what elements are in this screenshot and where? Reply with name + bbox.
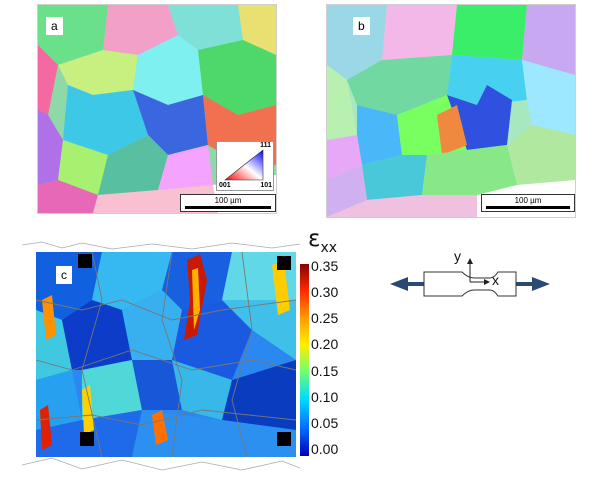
scale-bar-a-label: 100 µm bbox=[214, 196, 242, 205]
ipf-key-101: 101 bbox=[260, 182, 272, 189]
ipf-map-a-image bbox=[38, 5, 276, 213]
colorbar-tick: 0.35 bbox=[311, 258, 339, 274]
ipf-color-key: 111 001 101 bbox=[216, 141, 274, 191]
scale-bar-b: 100 µm bbox=[481, 194, 575, 212]
scale-bar-b-label: 100 µm bbox=[514, 196, 542, 205]
colorbar-title-subscript: xx bbox=[320, 240, 338, 256]
scale-bar-a-line bbox=[185, 206, 271, 209]
colorbar-tick: 0.00 bbox=[311, 441, 339, 457]
scale-bar-a: 100 µm bbox=[180, 194, 276, 212]
panel-a-label: a bbox=[46, 17, 63, 35]
colorbar-tick: 0.20 bbox=[311, 336, 339, 352]
colorbar-tick: 0.30 bbox=[311, 284, 339, 300]
ipf-triangle-icon bbox=[224, 149, 264, 181]
left-arrow-icon bbox=[390, 277, 408, 291]
colorbar-tick: 0.10 bbox=[311, 389, 339, 405]
panel-c-label: c bbox=[56, 266, 72, 284]
colorbar-tick: 0.25 bbox=[311, 310, 339, 326]
colorbar-tick: 0.05 bbox=[311, 415, 339, 431]
panel-b-ipf-map: b 100 µm bbox=[326, 4, 576, 218]
panel-c-strain-map: c bbox=[22, 240, 300, 475]
ipf-map-b-image bbox=[327, 5, 575, 217]
panel-a-ipf-map: a 111 001 101 100 µm bbox=[37, 4, 277, 214]
panel-b-label: b bbox=[353, 17, 370, 35]
colorbar bbox=[300, 264, 309, 456]
ipf-key-001: 001 bbox=[219, 182, 231, 189]
tensile-specimen-diagram bbox=[390, 258, 550, 297]
ipf-key-111: 111 bbox=[260, 142, 271, 149]
x-axis-label: x bbox=[492, 272, 499, 288]
colorbar-tick: 0.15 bbox=[311, 363, 339, 379]
scale-bar-b-line bbox=[486, 206, 570, 209]
specimen-schematic: y x bbox=[390, 248, 550, 310]
y-axis-label: y bbox=[454, 248, 461, 264]
right-arrow-icon bbox=[532, 277, 550, 291]
colorbar-title: εxx bbox=[308, 226, 337, 256]
colorbar-title-symbol: ε bbox=[308, 226, 321, 252]
